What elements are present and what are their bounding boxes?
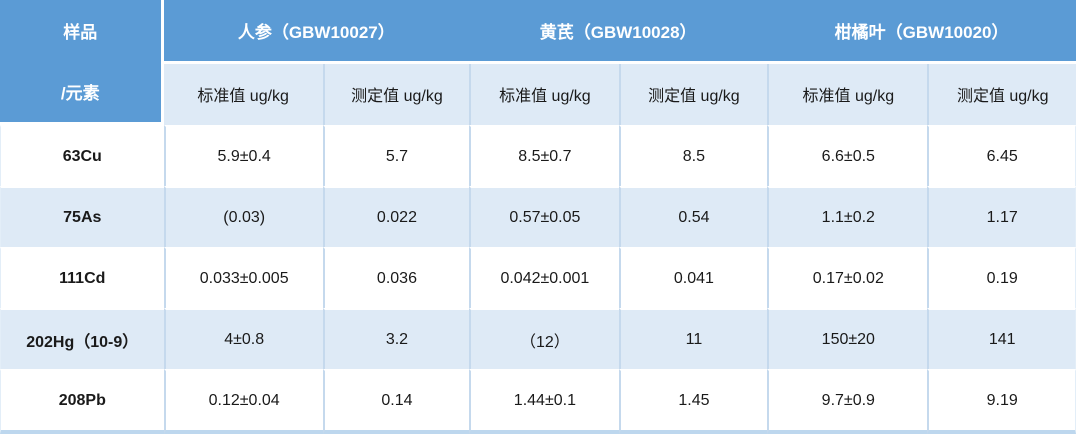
table-row-111cd: 111Cd 0.033±0.005 0.036 0.042±0.001 0.04… [0,247,1076,308]
group-header-citrus-leaf: 柑橘叶（GBW10020） [767,0,1076,64]
table-row-75as: 75As (0.03) 0.022 0.57±0.05 0.54 1.1±0.2… [0,186,1076,247]
value-cell: 0.12±0.04 [163,369,323,434]
corner-label-sample: 样品 [63,23,98,42]
value-cell: 5.7 [322,125,470,186]
subheader-cell: 标准值 ug/kg [163,63,323,125]
element-cell: 208Pb [0,369,164,434]
element-cell: 75As [0,186,164,247]
element-cell: 111Cd [0,247,164,308]
value-cell: 6.45 [927,125,1076,186]
corner-header-cell: 样品 /元素 [0,0,164,125]
value-cell: 0.14 [322,369,470,434]
element-cell: 202Hg（10-9） [0,308,164,369]
group-header-astragalus: 黄芪（GBW10028） [469,0,768,64]
value-cell: 3.2 [322,308,470,369]
value-cell: 8.5±0.7 [469,125,619,186]
value-cell: 1.45 [618,369,768,434]
value-cell: 0.036 [322,247,470,308]
value-cell: 150±20 [767,308,928,369]
value-cell: 9.7±0.9 [767,369,928,434]
subheader-cell: 标准值 ug/kg [469,63,619,125]
element-cell: 63Cu [0,125,164,186]
value-cell: 0.033±0.005 [163,247,323,308]
value-cell: 0.042±0.001 [469,247,619,308]
group-header-ginseng: 人参（GBW10027） [163,0,470,64]
value-cell: (0.03) [163,186,323,247]
value-cell: 6.6±0.5 [767,125,928,186]
value-cell: 4±0.8 [163,308,323,369]
value-cell: 9.19 [927,369,1076,434]
value-cell: 8.5 [618,125,768,186]
subheader-cell: 标准值 ug/kg [767,63,928,125]
value-cell: 0.54 [618,186,768,247]
value-cell: 1.1±0.2 [767,186,928,247]
corner-label-element: /元素 [60,84,100,103]
table-row-202hg: 202Hg（10-9） 4±0.8 3.2 （12） 11 150±20 141 [0,308,1076,369]
value-cell: 0.19 [927,247,1076,308]
value-cell: （12） [469,308,619,369]
subheader-cell: 测定值 ug/kg [927,63,1076,125]
table-row-208pb: 208Pb 0.12±0.04 0.14 1.44±0.1 1.45 9.7±0… [0,369,1076,434]
value-cell: 1.44±0.1 [469,369,619,434]
subheader-cell: 测定值 ug/kg [618,63,768,125]
table-row-63cu: 63Cu 5.9±0.4 5.7 8.5±0.7 8.5 6.6±0.5 6.4… [0,125,1076,186]
subheader-row: 标准值 ug/kg 测定值 ug/kg 标准值 ug/kg 测定值 ug/kg … [0,63,1076,125]
value-cell: 11 [618,308,768,369]
value-cell: 0.17±0.02 [767,247,928,308]
value-cell: 0.041 [618,247,768,308]
value-cell: 141 [927,308,1076,369]
group-header-row: 样品 /元素 人参（GBW10027） 黄芪（GBW10028） 柑橘叶（GBW… [0,0,1076,125]
value-cell: 0.57±0.05 [469,186,619,247]
value-cell: 1.17 [927,186,1076,247]
value-cell: 5.9±0.4 [163,125,323,186]
value-cell: 0.022 [322,186,470,247]
subheader-cell: 测定值 ug/kg [322,63,470,125]
